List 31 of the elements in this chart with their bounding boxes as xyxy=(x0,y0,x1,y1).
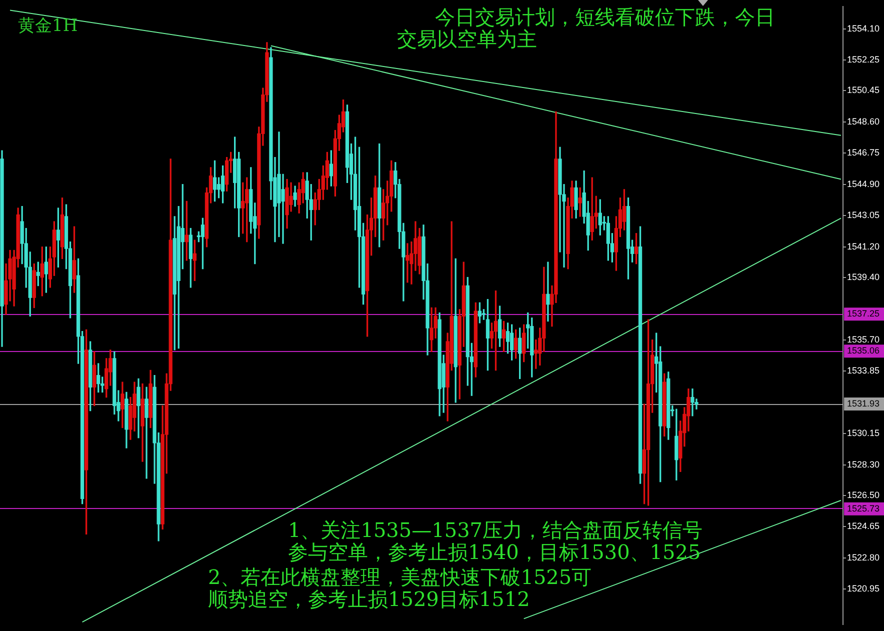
y-tick-label: 1530.15 xyxy=(847,428,880,438)
ref-line-label: 1525.73 xyxy=(847,503,880,514)
y-tick-label: 1548.60 xyxy=(847,116,880,126)
y-tick-label: 1526.50 xyxy=(847,490,880,500)
ref-line-label: 1535.06 xyxy=(847,346,880,356)
text: 黄金1H xyxy=(18,15,78,37)
ref-line-label: 1537.25 xyxy=(847,308,880,319)
candlestick xyxy=(578,187,582,217)
y-tick-label: 1539.40 xyxy=(847,272,880,282)
candlestick xyxy=(144,386,148,479)
y-tick-label: 1535.70 xyxy=(847,334,880,344)
annotation: 1、关注1535—1537压力，结合盘面反转信号参与空单，参考止损1540，目标1530、1525 xyxy=(288,518,704,564)
y-tick-label: 1546.75 xyxy=(847,148,880,158)
y-tick-label: 1543.05 xyxy=(847,210,880,220)
ref-line-label: 1531.93 xyxy=(847,398,880,409)
candlestick xyxy=(690,388,694,416)
y-tick-label: 1550.45 xyxy=(847,85,880,96)
candlestick xyxy=(546,262,550,322)
y-tick-label: 1544.90 xyxy=(847,178,880,189)
y-tick-label: 1524.65 xyxy=(847,521,880,532)
y-tick-label: 1541.20 xyxy=(847,241,880,252)
y-tick-label: 1522.80 xyxy=(847,552,880,562)
annotation: 今日交易计划，短线看破位下跌，今日交易以空单为主 xyxy=(397,5,776,51)
y-tick-label: 1533.85 xyxy=(847,366,880,376)
y-tick-label: 1528.30 xyxy=(847,459,880,470)
y-tick-label: 1554.10 xyxy=(847,23,880,34)
y-tick-label: 1520.95 xyxy=(847,584,880,594)
candlestick xyxy=(406,243,410,283)
candlestick xyxy=(281,174,285,244)
y-tick-label: 1552.25 xyxy=(847,54,880,65)
annotation: 2、若在此横盘整理，美盘快速下破1525可顺势追空，参考止损1529目标1512 xyxy=(208,565,593,611)
